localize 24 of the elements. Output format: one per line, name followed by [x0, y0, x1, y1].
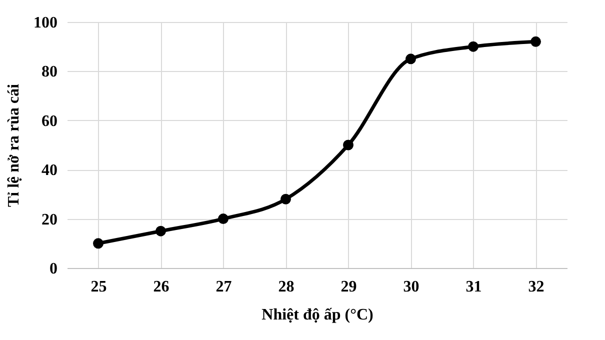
point — [530, 36, 541, 47]
x-tick-label: 25 — [90, 278, 107, 296]
x-tick-label: 32 — [528, 278, 544, 296]
y-tick-label: 40 — [42, 162, 58, 180]
point — [93, 238, 104, 249]
y-tick-label: 100 — [34, 14, 58, 32]
point — [218, 214, 228, 224]
x-tick-label: 26 — [153, 278, 170, 296]
x-axis-title: Nhiệt độ ấp (°C) — [262, 306, 374, 324]
y-tick-label: 80 — [42, 64, 58, 81]
x-tick-label: 28 — [278, 278, 294, 296]
point — [406, 54, 416, 64]
y-tick-label: 20 — [42, 211, 58, 228]
point — [156, 226, 166, 236]
x-tick-label: 29 — [340, 278, 357, 296]
x-tick-label: 27 — [216, 278, 232, 296]
y-tick-label: 60 — [42, 112, 58, 130]
x-tick-label: 30 — [403, 278, 420, 296]
point — [280, 194, 291, 204]
point — [343, 140, 354, 150]
x-tick-label: 31 — [466, 278, 482, 296]
point — [468, 41, 478, 52]
y-axis-title: Tỉ lệ nở ra rùa cái — [6, 83, 22, 208]
y-tick-label: 0 — [50, 260, 58, 278]
